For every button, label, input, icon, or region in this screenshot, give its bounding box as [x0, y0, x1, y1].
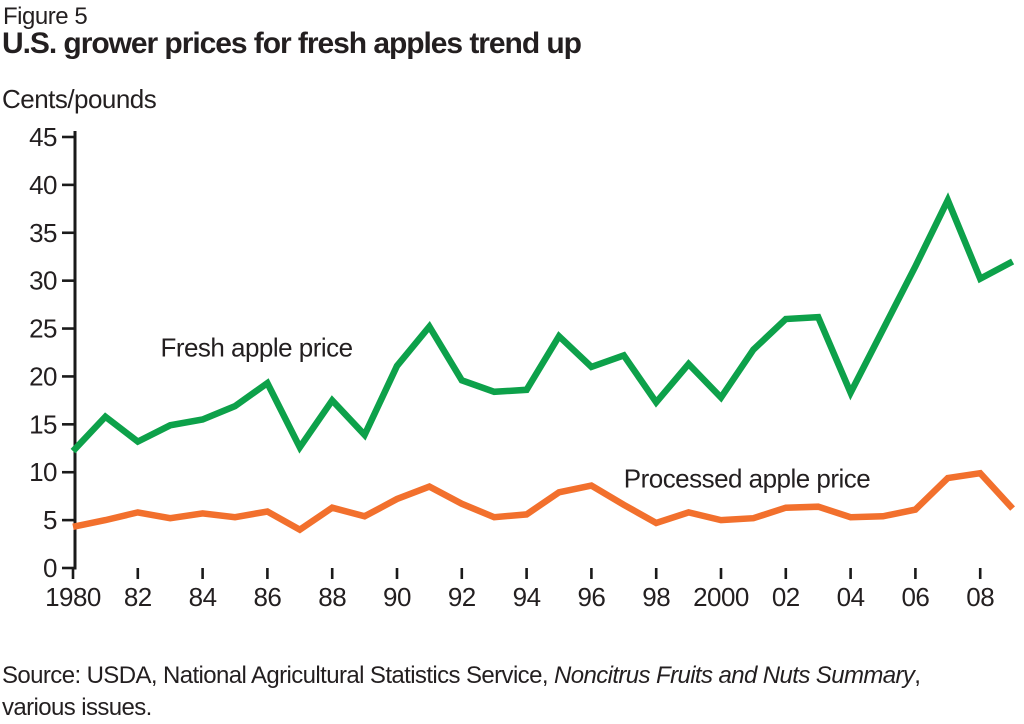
y-axis-unit-label: Cents/pounds	[2, 84, 157, 114]
x-tick-label: 08	[966, 582, 994, 612]
series-label-processed-apple-price: Processed apple price	[624, 464, 870, 494]
x-tick-label: 06	[901, 582, 929, 612]
price-line-chart: 0 5 10 15 20 25 30 35 40 45 1980 82 84 86 88 90 92 94 96 98…	[29, 122, 1022, 612]
y-tick-label: 30	[29, 266, 57, 296]
source-publication: Noncitrus Fruits and Nuts Summary	[553, 662, 915, 689]
x-tick-label: 82	[124, 582, 152, 612]
figure-title: U.S. grower prices for fresh apples tren…	[2, 27, 582, 60]
x-tick-label: 92	[448, 582, 476, 612]
x-tick-label: 90	[383, 582, 411, 612]
x-tick-label: 88	[318, 582, 346, 612]
x-tick-label: 84	[189, 582, 217, 612]
source-suffix: , various issues.	[2, 662, 921, 721]
series-label-fresh-apple-price: Fresh apple price	[160, 332, 352, 362]
y-tick-label: 35	[29, 218, 57, 248]
x-tick-label: 02	[772, 582, 800, 612]
series-line-fresh-apple-price	[70, 192, 1015, 454]
x-tick-label: 94	[513, 582, 541, 612]
series-line-processed-apple-price	[72, 469, 1015, 534]
x-tick-label: 86	[253, 582, 281, 612]
figure-number-label: Figure 5	[3, 3, 88, 30]
y-tick-label: 15	[29, 409, 57, 439]
x-tick-label: 98	[642, 582, 670, 612]
x-tick-label: 04	[837, 582, 865, 612]
y-tick-label: 25	[29, 314, 57, 344]
y-tick-label: 5	[43, 505, 57, 535]
y-tick-label: 40	[29, 170, 57, 200]
source-prefix: Source: USDA, National Agricultural Stat…	[2, 662, 554, 689]
y-tick-label: 10	[29, 457, 57, 487]
x-tick-label: 96	[577, 582, 605, 612]
y-tick-label: 45	[29, 122, 57, 152]
y-tick-label: 20	[29, 361, 57, 391]
x-tick-label: 2000	[693, 582, 749, 612]
y-tick-label: 0	[43, 553, 57, 583]
x-tick-label: 1980	[45, 582, 101, 612]
source-note: Source: USDA, National Agricultural Stat…	[2, 660, 992, 724]
